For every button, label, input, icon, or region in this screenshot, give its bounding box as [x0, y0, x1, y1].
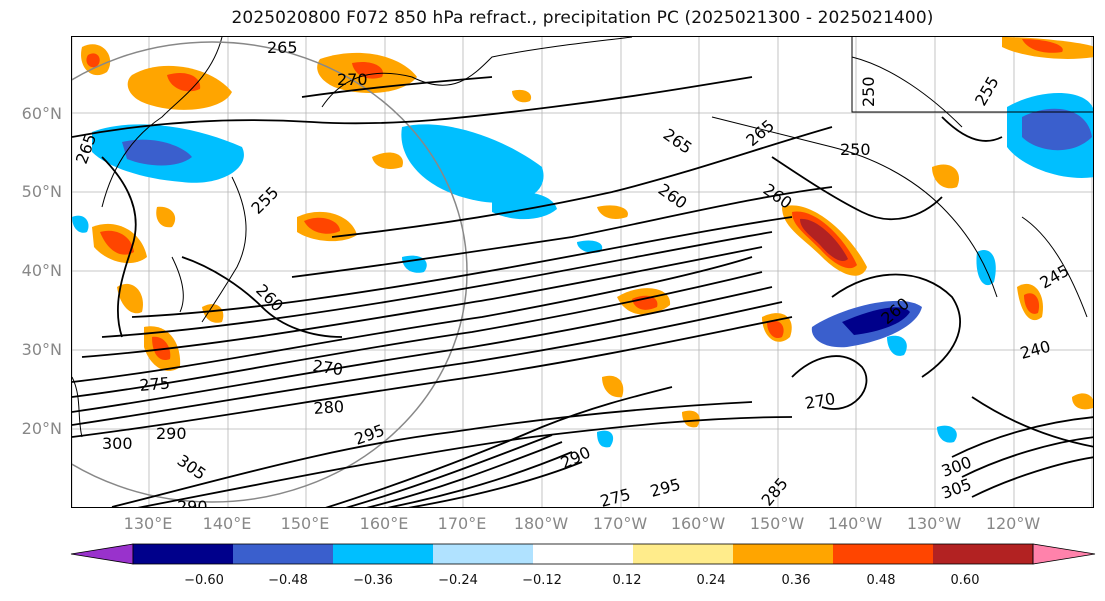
lon-label-130e: 130°E	[123, 514, 173, 533]
lat-label-60n: 60°N	[21, 104, 62, 123]
colorbar-segments	[70, 543, 1096, 565]
map-title: 2025020800 F072 850 hPa refract., precip…	[231, 8, 934, 28]
coastlines	[72, 37, 1093, 438]
focus-region-ring	[72, 41, 468, 503]
lon-label-160w: 160°W	[670, 514, 726, 533]
colorbar-segment	[633, 544, 734, 564]
lat-label-50n: 50°N	[21, 182, 62, 201]
colorbar-tick: −0.24	[438, 573, 478, 588]
colorbar-segment	[533, 544, 634, 564]
colorbar-segment	[433, 544, 534, 564]
contour-label: 280	[313, 397, 345, 418]
lon-label-130w: 130°W	[906, 514, 962, 533]
colorbar-tick: 0.12	[612, 573, 642, 588]
lon-label-160e: 160°E	[359, 514, 409, 533]
colorbar-tick: 0.60	[950, 573, 980, 588]
contour-label: 255	[247, 183, 282, 218]
contour-label: 265	[267, 38, 298, 57]
lon-label-180w: 180°W	[513, 514, 569, 533]
lat-label-40n: 40°N	[21, 261, 62, 280]
colorbar-segment	[833, 544, 934, 564]
contour-label: 260	[655, 180, 691, 213]
lon-label-140e: 140°E	[202, 514, 252, 533]
colorbar-segment	[233, 544, 334, 564]
contour-label: 245	[1037, 261, 1073, 293]
contour-label: 255	[971, 73, 1003, 109]
contour-label: 250	[859, 76, 878, 107]
colorbar-segment	[933, 544, 1034, 564]
contour-label: 270	[311, 356, 344, 379]
colorbar-extend-high	[1032, 543, 1096, 565]
lon-label-140w: 140°W	[827, 514, 883, 533]
contour-label: 250	[840, 140, 871, 159]
lon-label-170e: 170°E	[437, 514, 487, 533]
contour-label: 290	[156, 424, 187, 443]
colorbar	[70, 543, 1096, 565]
lat-label-30n: 30°N	[21, 340, 62, 359]
refractivity-contours	[72, 76, 1093, 507]
colorbar-tick: −0.12	[522, 573, 562, 588]
contour-label: 295	[648, 475, 682, 501]
contour-label: 270	[337, 70, 368, 89]
contour-label: 300	[102, 434, 133, 453]
contour-label: 275	[139, 373, 171, 395]
colorbar-tick: 0.36	[781, 573, 811, 588]
colorbar-tick: 0.24	[696, 573, 726, 588]
colorbar-extend-low	[70, 543, 134, 565]
precip-negative-areas	[72, 93, 1093, 448]
colorbar-segment	[333, 544, 434, 564]
lat-label-20n: 20°N	[21, 419, 62, 438]
contour-label: 285	[758, 474, 792, 508]
contour-label-group: 270 265 265 255 260 270 275 280 290 300 …	[72, 38, 1073, 508]
colorbar-segment	[733, 544, 834, 564]
lon-label-170w: 170°W	[592, 514, 648, 533]
contour-label: 265	[660, 125, 696, 158]
colorbar-tick: −0.60	[184, 573, 224, 588]
lon-label-120w: 120°W	[985, 514, 1041, 533]
map-panel: 270 265 265 255 260 270 275 280 290 300 …	[71, 36, 1094, 508]
precip-positive-areas	[81, 37, 1093, 428]
colorbar-tick: 0.48	[866, 573, 896, 588]
map-canvas: 270 265 265 255 260 270 275 280 290 300 …	[72, 37, 1093, 508]
colorbar-tick: −0.36	[353, 573, 393, 588]
contour-label: 290	[177, 497, 208, 508]
colorbar-frame	[132, 543, 1034, 565]
lon-label-150e: 150°E	[280, 514, 330, 533]
contour-label: 275	[598, 485, 632, 508]
contour-label: 300	[939, 452, 974, 480]
contour-label: 260	[252, 280, 287, 315]
lon-label-150w: 150°W	[749, 514, 805, 533]
contour-label: 290	[558, 442, 594, 472]
contour-label: 305	[174, 451, 210, 484]
contour-label: 240	[1018, 337, 1052, 363]
colorbar-segment	[133, 544, 234, 564]
colorbar-tick: −0.48	[268, 573, 308, 588]
graticule	[72, 37, 1093, 507]
